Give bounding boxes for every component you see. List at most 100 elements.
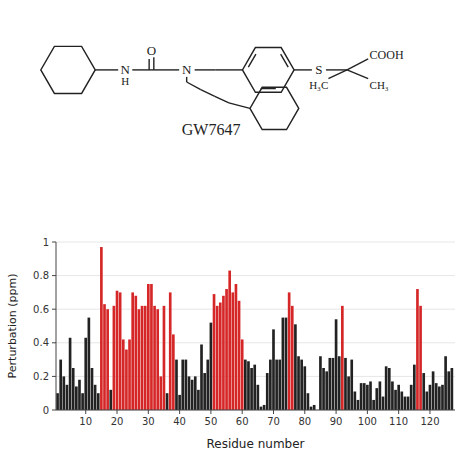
bar: [241, 339, 244, 410]
bar: [291, 306, 294, 410]
bar: [263, 405, 266, 410]
x-tick-label: 40: [173, 416, 186, 427]
bar: [350, 360, 353, 410]
x-tick: [273, 410, 274, 414]
bar: [147, 284, 150, 410]
y-tick-label: 0: [43, 405, 49, 416]
x-tick-label: 50: [205, 416, 218, 427]
y-axis: [56, 242, 57, 410]
bar: [225, 289, 228, 410]
bar: [426, 392, 429, 410]
bar: [238, 301, 241, 410]
bond: [229, 103, 250, 109]
bar: [341, 306, 344, 410]
bond: [154, 69, 179, 70]
x-tick: [367, 410, 368, 414]
bar: [416, 289, 419, 410]
bar: [150, 284, 153, 410]
x-tick: [336, 410, 337, 414]
x-tick-label: 80: [298, 416, 311, 427]
bar: [310, 407, 313, 410]
atom-label: CH₃: [370, 79, 389, 91]
bar: [153, 306, 156, 410]
x-tick-label: 90: [330, 416, 343, 427]
bar: [438, 386, 441, 410]
x-axis: [56, 410, 455, 411]
grid-line: [56, 410, 455, 411]
bar: [385, 366, 388, 410]
bond: [95, 69, 118, 70]
bar: [81, 393, 84, 410]
x-tick-label: 60: [236, 416, 249, 427]
atom-label: N: [182, 62, 192, 77]
bar: [413, 365, 416, 410]
bond: [328, 70, 347, 79]
bar: [429, 385, 432, 410]
bond: [187, 82, 201, 90]
bar: [360, 383, 363, 410]
bar: [344, 358, 347, 410]
bar: [363, 383, 366, 410]
bar: [231, 292, 234, 410]
bond: [201, 90, 215, 97]
bar: [134, 296, 137, 410]
x-axis-label: Residue number: [206, 437, 304, 451]
bond: [195, 69, 216, 70]
bar: [113, 306, 116, 410]
x-tick: [429, 410, 430, 414]
bar: [84, 338, 87, 410]
bar: [382, 397, 385, 410]
label-backdrop: [370, 78, 394, 92]
x-tick: [242, 410, 243, 414]
bar: [106, 309, 109, 410]
bar: [181, 360, 184, 410]
bar: [375, 388, 378, 410]
bond: [148, 59, 149, 70]
atom-label: COOH: [370, 48, 404, 62]
chart: NHONSCOOHH₃CCH₃GW76471020304050607080901…: [0, 0, 469, 469]
bar: [116, 291, 119, 410]
bar: [266, 373, 269, 410]
bar: [191, 380, 194, 410]
grid-line: [56, 242, 455, 243]
bar: [285, 318, 288, 410]
bar: [125, 350, 128, 410]
bar: [297, 356, 300, 410]
bar: [328, 358, 331, 410]
bar: [278, 360, 281, 410]
bar: [451, 368, 454, 410]
x-tick-label: 30: [142, 416, 155, 427]
bars: [56, 247, 453, 410]
bar: [100, 247, 103, 410]
bar: [300, 360, 303, 410]
ring: [242, 48, 294, 93]
bar: [407, 397, 410, 410]
bar: [307, 393, 310, 410]
bar: [210, 323, 213, 410]
bar: [88, 318, 91, 410]
bar: [144, 306, 147, 410]
bar: [91, 368, 94, 410]
bar: [56, 393, 59, 410]
y-tick-label: 0.4: [33, 337, 49, 348]
x-tick: [148, 410, 149, 414]
atom-label: H: [121, 75, 129, 87]
bar: [188, 376, 191, 410]
bar: [128, 339, 131, 410]
bar: [400, 392, 403, 410]
y-tick-label: 1: [43, 237, 49, 248]
bar: [141, 306, 144, 410]
bar: [197, 390, 200, 410]
y-tick: [52, 309, 56, 310]
label-backdrop: [313, 63, 325, 77]
bar: [160, 376, 163, 410]
atom-label: H₃C: [309, 79, 328, 91]
bond: [215, 96, 229, 103]
bond: [326, 69, 347, 70]
bond: [153, 57, 154, 70]
bar: [441, 385, 444, 410]
bar: [103, 304, 106, 410]
grid: [56, 242, 455, 410]
bar: [75, 386, 78, 410]
bar: [109, 390, 112, 410]
